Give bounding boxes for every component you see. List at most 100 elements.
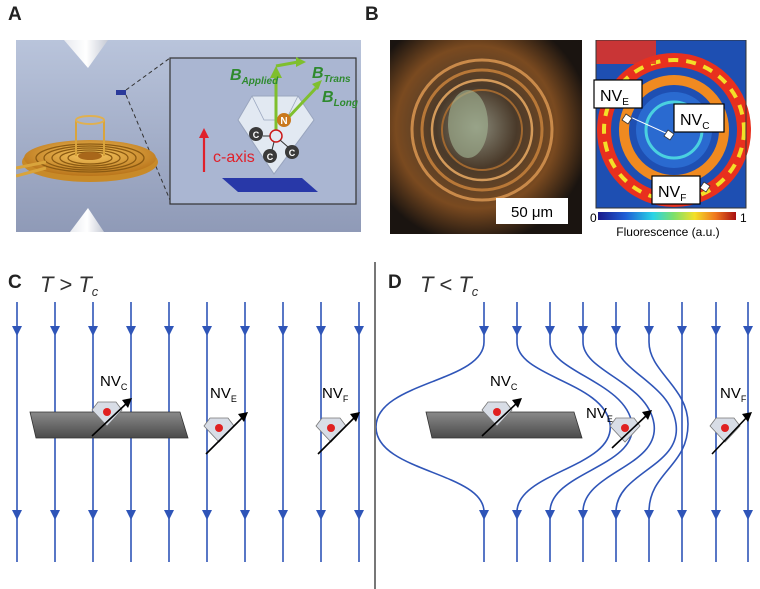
field-arrow-c-top-6 [240, 326, 250, 336]
field-arrow-c-top-2 [88, 326, 98, 336]
field-arrow-d-top-2 [545, 326, 555, 336]
svg-text:BTrans: BTrans [312, 65, 351, 85]
nv-f-label-d: NVF [720, 385, 747, 404]
cond-c-tc-sub: c [92, 284, 99, 299]
nv-e-sub: E [622, 97, 629, 108]
nv-c-label-c: NVC [100, 373, 128, 392]
panel-a-setup-illustration: N C C C c-axis BApplied BTrans BLong [16, 40, 361, 232]
field-arrow-c-bottom-1 [50, 510, 60, 520]
scale-bar-box [496, 198, 568, 224]
nv-f-label-d-main: NV [720, 385, 741, 402]
b-long-sub: Long [334, 98, 358, 109]
field-arrow-d-bottom-2 [545, 510, 555, 520]
svg-text:NVC: NVC [680, 112, 709, 132]
field-arrow-c-top-1 [50, 326, 60, 336]
nv-c-label-d-sub: C [511, 382, 518, 392]
field-arrow-d-top-0 [479, 326, 489, 336]
nv-e-label-c-sub: E [231, 394, 237, 404]
cond-d-t: T [420, 272, 435, 297]
field-arrow-c-top-9 [354, 326, 364, 336]
panel-divider [374, 262, 376, 589]
nv-f-map-label: NVF [651, 175, 701, 205]
cond-c-t: T [40, 272, 55, 297]
nv-c-diamond [91, 401, 123, 427]
panel-label-d: D [388, 272, 402, 293]
field-arrow-c-top-3 [126, 326, 136, 336]
svg-text:NVF: NVF [658, 184, 686, 204]
field-arrow-d-bottom-0 [479, 510, 489, 520]
nv-e-label-c-main: NV [210, 385, 231, 402]
field-arrow-d-bottom-3 [578, 510, 588, 520]
cond-d-tc-sub: c [472, 284, 479, 299]
colorbar-min: 0 [590, 211, 597, 225]
nv-c-sub: C [702, 121, 709, 132]
field-arrow-d-bottom-1 [512, 510, 522, 520]
nitrogen-atom [277, 113, 291, 127]
nv-f-label-d-sub: F [741, 394, 747, 404]
top-anvil [64, 40, 108, 68]
bottom-anvil [70, 208, 104, 232]
b-long-main: B [322, 89, 334, 106]
nv-f-spin-arrow [350, 412, 360, 422]
nv-e-diamond-d [609, 417, 641, 443]
superconductor-plate [29, 411, 189, 439]
superconductor-plate-d [425, 411, 583, 439]
carbon-label-2: C [267, 152, 274, 162]
field-arrow-d-bottom-8 [743, 510, 753, 520]
field-arrow-c-top-7 [278, 326, 288, 336]
scale-bar-label: 50 μm [511, 204, 553, 221]
nv-f-sub: F [680, 193, 686, 204]
field-arrow-d-bottom-7 [711, 510, 721, 520]
carbon-label-3: C [289, 148, 296, 158]
substrate [222, 178, 318, 192]
field-arrow-c-bottom-8 [316, 510, 326, 520]
nv-e-label-d: NVE [586, 405, 613, 424]
nv-e-label-c: NVE [210, 385, 237, 404]
nv-e-label-d-main: NV [586, 405, 607, 422]
nv-f-main: NV [658, 184, 681, 201]
colorbar-label: Fluorescence (a.u.) [616, 225, 719, 239]
svg-text:BLong: BLong [322, 89, 358, 109]
field-arrow-d-bottom-5 [644, 510, 654, 520]
panel-label-a: A [8, 4, 22, 25]
b-applied-main: B [230, 67, 242, 84]
panel-b-fluorescence-map: NVE NVC NVF 0 1 Fluorescence (a.u.) [590, 40, 751, 239]
colorbar [598, 212, 736, 220]
condition-d: T < Tc [420, 272, 479, 299]
b-trans-sub: Trans [324, 74, 351, 85]
nv-c-spin-arrow-d [512, 398, 522, 408]
field-arrow-d-top-3 [578, 326, 588, 336]
condition-c: T > Tc [40, 272, 99, 299]
field-arrow-d-top-6 [677, 326, 687, 336]
panel-label-b: B [365, 4, 379, 25]
svg-text:BApplied: BApplied [230, 67, 279, 87]
field-arrow-c-bottom-6 [240, 510, 250, 520]
field-line-d-4 [615, 302, 677, 562]
nv-f-spin-arrow-d [742, 412, 752, 422]
field-arrow-c-top-0 [12, 326, 22, 336]
field-arrow-c-bottom-3 [126, 510, 136, 520]
panel-label-c: C [8, 272, 22, 293]
carbon-label-1: C [253, 130, 260, 140]
nv-f-label-c-sub: F [343, 394, 349, 404]
nv-c-spin-arrow [122, 398, 132, 408]
field-arrow-d-bottom-6 [677, 510, 687, 520]
field-arrow-c-bottom-0 [12, 510, 22, 520]
field-arrow-d-bottom-4 [611, 510, 621, 520]
field-arrow-c-bottom-7 [278, 510, 288, 520]
nitrogen-label: N [280, 116, 287, 127]
b-trans-main: B [312, 65, 324, 82]
field-arrow-d-top-5 [644, 326, 654, 336]
field-arrow-c-top-8 [316, 326, 326, 336]
cond-c-tc: T [78, 272, 93, 297]
carbon-atoms: C C C [249, 127, 299, 163]
gold-coil [16, 115, 158, 182]
panel-b-micrograph: 50 μm [390, 40, 582, 234]
nv-f-label-c: NVF [322, 385, 349, 404]
field-arrow-c-bottom-5 [202, 510, 212, 520]
svg-text:NVE: NVE [600, 88, 629, 108]
sample-marker [116, 90, 126, 95]
field-line-d-3 [582, 302, 655, 562]
nv-c-label-c-main: NV [100, 373, 121, 390]
panel-c-field-lines: T > Tc NVC NVE NVF [12, 272, 364, 562]
